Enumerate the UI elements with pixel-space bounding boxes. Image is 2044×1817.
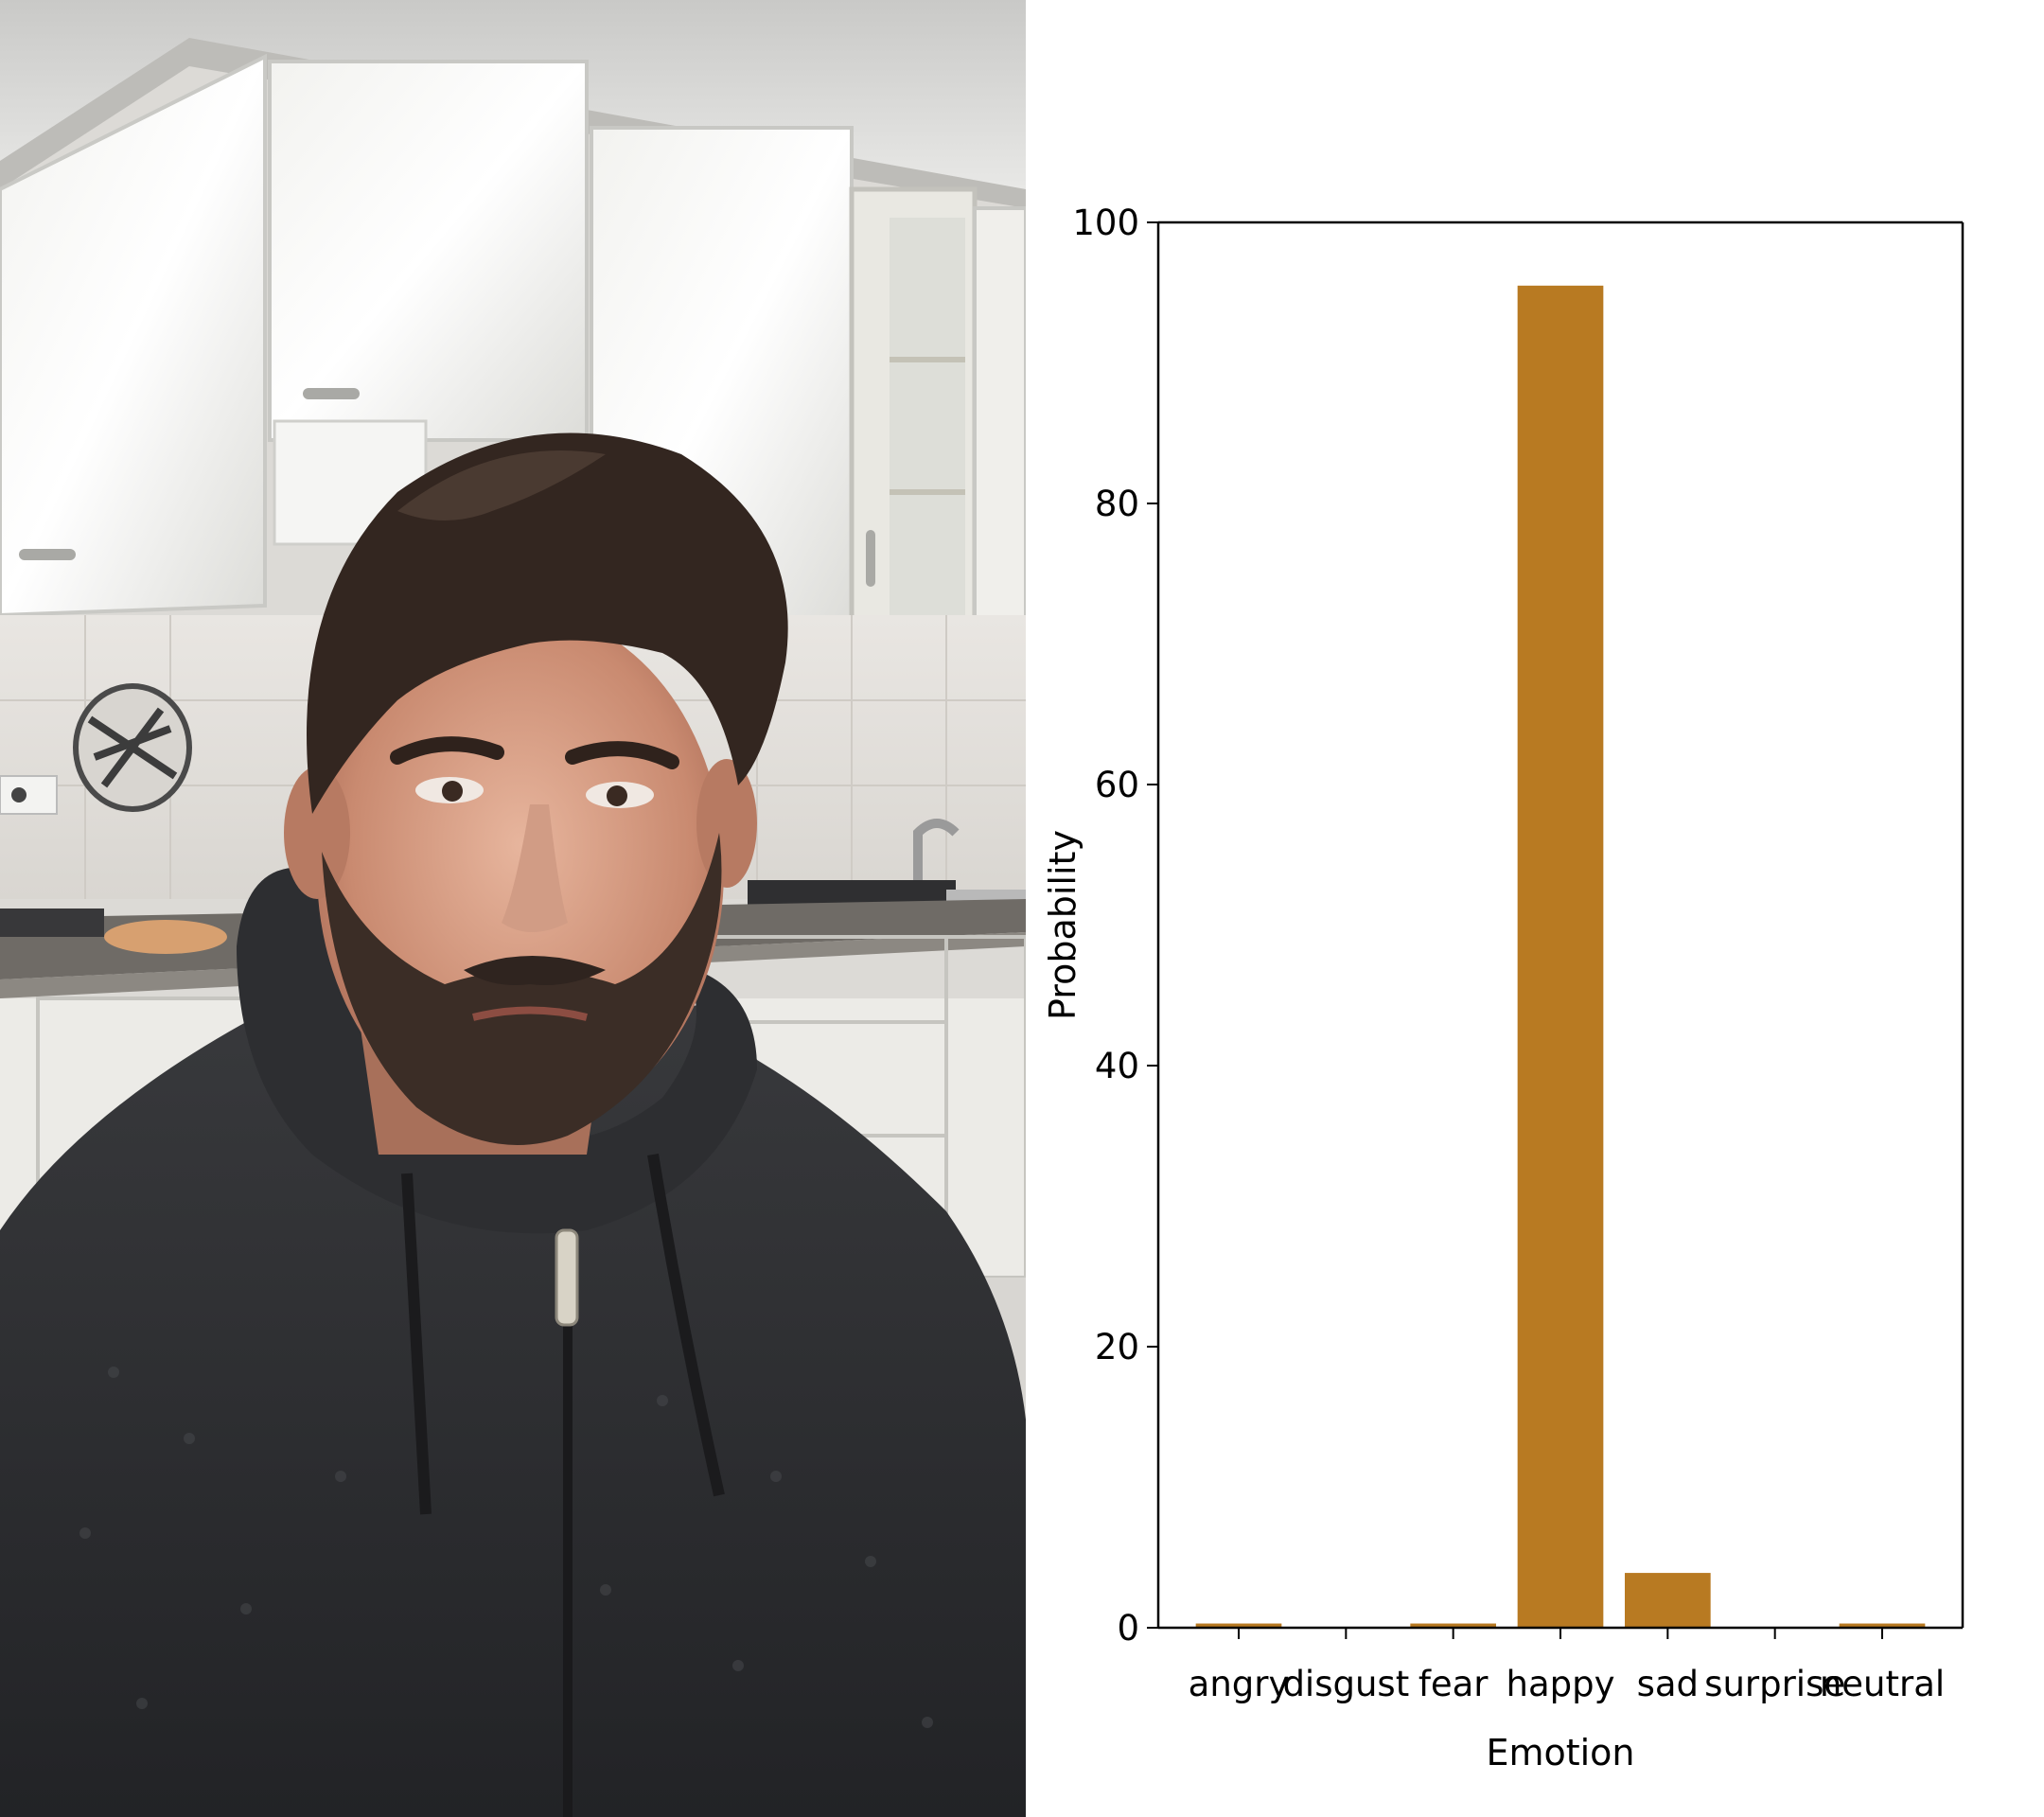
bar-angry xyxy=(1195,1623,1282,1628)
bar-fear xyxy=(1410,1623,1496,1628)
portrait-photo xyxy=(0,0,1026,1817)
x-tick-label-sad: sad xyxy=(1637,1664,1699,1704)
person-portrait-icon xyxy=(0,0,1026,1817)
y-tick-label-40: 40 xyxy=(1095,1046,1139,1086)
bar-sad xyxy=(1625,1573,1711,1628)
y-tick-label-100: 100 xyxy=(1072,203,1139,243)
x-tick-label-angry: angry xyxy=(1189,1664,1290,1704)
bar-neutral xyxy=(1839,1623,1926,1628)
x-tick-label-surprise: surprise xyxy=(1704,1664,1845,1704)
y-axis-label: Probability xyxy=(1042,830,1084,1020)
x-axis-label: Emotion xyxy=(1486,1732,1634,1773)
y-tick-label-0: 0 xyxy=(1117,1608,1139,1649)
x-tick-label-fear: fear xyxy=(1418,1664,1489,1704)
x-tick-label-neutral: neutral xyxy=(1820,1664,1945,1704)
y-tick-label-80: 80 xyxy=(1095,484,1139,524)
x-tick-label-disgust: disgust xyxy=(1282,1664,1409,1704)
emotion-probability-chart: angry disgust fear happy sad surprise neutral 0… xyxy=(1026,0,2044,1817)
x-tick-label-happy: happy xyxy=(1507,1664,1615,1704)
bar-happy xyxy=(1517,285,1604,1629)
y-tick-label-20: 20 xyxy=(1095,1327,1139,1367)
y-tick-label-60: 60 xyxy=(1095,765,1139,805)
